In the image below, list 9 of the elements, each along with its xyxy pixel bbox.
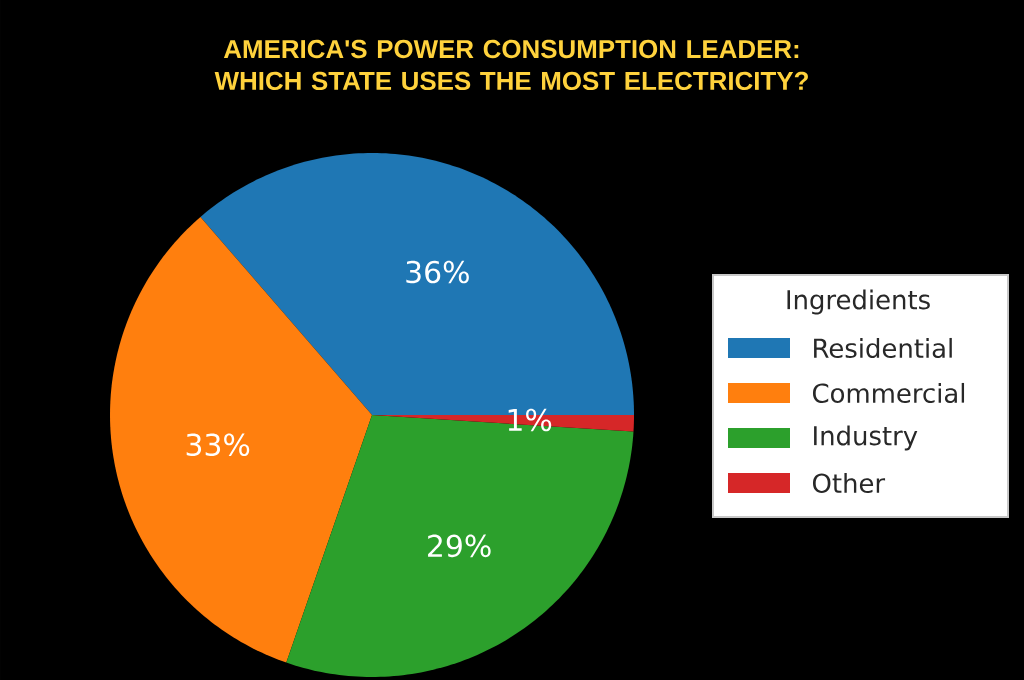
legend-label: Other: [812, 472, 886, 493]
chart-title: AMERICA'S POWER CONSUMPTION LEADER: WHICH STATE USES THE MOST ELECTRICITY?: [214, 39, 808, 91]
data-label: 33%: [186, 433, 250, 457]
data-label: 36%: [406, 260, 469, 284]
data-label: 29%: [428, 534, 491, 558]
legend-label: Industry: [814, 425, 918, 451]
legend-label: Commercial: [812, 382, 965, 403]
legend-title: Ingredients: [787, 289, 930, 315]
legend-label: Residential: [814, 337, 952, 358]
